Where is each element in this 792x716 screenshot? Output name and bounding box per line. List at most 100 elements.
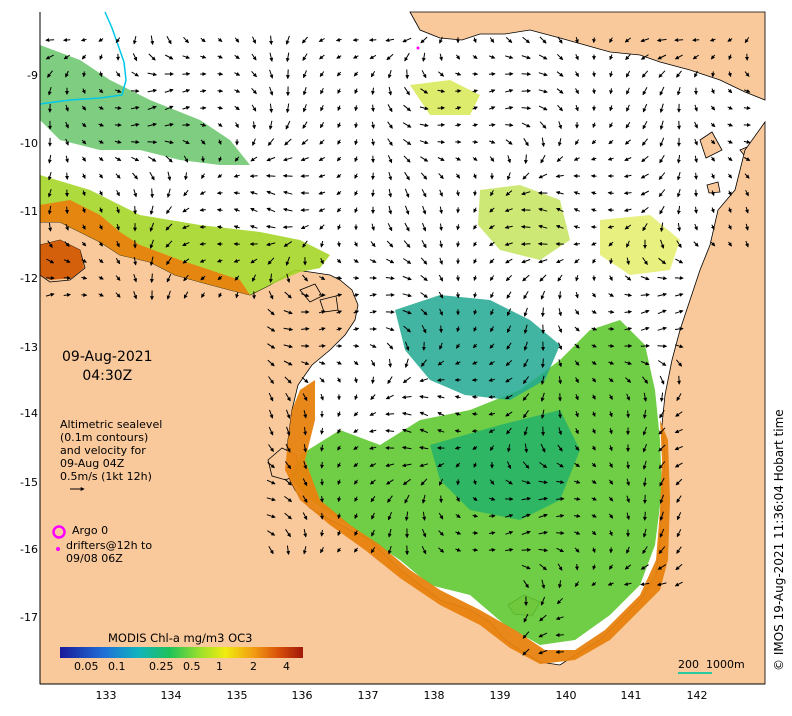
velocity-arrow	[659, 477, 665, 487]
velocity-arrow	[626, 87, 630, 95]
velocity-arrow	[405, 341, 410, 351]
velocity-arrow	[609, 37, 614, 43]
velocity-arrow	[674, 445, 683, 451]
velocity-arrow	[626, 410, 631, 419]
velocity-arrow	[439, 223, 443, 232]
velocity-arrow	[199, 207, 206, 212]
velocity-arrow	[267, 343, 276, 349]
velocity-arrow	[183, 291, 189, 299]
velocity-arrow	[249, 191, 258, 195]
velocity-arrow	[320, 427, 325, 435]
velocity-arrow	[439, 308, 443, 316]
velocity-arrow	[371, 104, 375, 112]
velocity-arrow	[301, 139, 309, 145]
velocity-arrow	[284, 478, 292, 486]
velocity-arrow	[302, 104, 307, 113]
velocity-arrow	[81, 105, 87, 111]
velocity-arrow	[538, 259, 548, 264]
velocity-arrow	[438, 547, 445, 553]
velocity-arrow	[438, 71, 445, 77]
velocity-arrow	[386, 258, 395, 264]
velocity-arrow	[624, 361, 632, 365]
velocity-arrow	[489, 258, 495, 264]
velocity-arrow	[591, 88, 596, 95]
velocity-arrow	[489, 241, 495, 247]
velocity-arrow	[369, 54, 377, 60]
velocity-arrow	[302, 478, 308, 487]
velocity-arrow	[522, 461, 530, 469]
velocity-arrow	[369, 344, 377, 348]
velocity-arrow	[505, 513, 514, 518]
velocity-arrow	[490, 326, 494, 333]
velocity-arrow	[114, 89, 122, 93]
velocity-arrow	[353, 445, 359, 450]
velocity-arrow	[166, 206, 172, 215]
velocity-arrow	[523, 426, 528, 436]
velocity-arrow	[318, 156, 325, 162]
velocity-arrow	[98, 258, 104, 264]
velocity-arrow	[282, 173, 293, 178]
velocity-arrow	[131, 122, 140, 127]
velocity-arrow	[420, 359, 427, 367]
velocity-arrow	[607, 581, 614, 586]
velocity-arrow	[538, 54, 548, 60]
velocity-arrow	[47, 86, 52, 96]
velocity-arrow	[439, 240, 443, 249]
velocity-arrow	[437, 140, 446, 144]
velocity-arrow	[385, 463, 395, 468]
velocity-arrow	[47, 188, 52, 198]
velocity-arrow	[727, 241, 732, 247]
velocity-arrow	[555, 174, 564, 179]
velocity-arrow	[98, 190, 103, 196]
velocity-arrow	[439, 206, 443, 215]
velocity-arrow	[626, 393, 630, 401]
velocity-arrow	[131, 71, 139, 77]
velocity-arrow	[642, 257, 648, 266]
velocity-arrow	[488, 224, 495, 230]
velocity-arrow	[523, 138, 529, 147]
velocity-arrow	[403, 325, 411, 333]
velocity-arrow	[659, 528, 665, 538]
altimetry-line: (0.1m contours)	[60, 431, 149, 444]
velocity-arrow	[558, 427, 563, 436]
velocity-arrow	[505, 88, 514, 93]
velocity-arrow	[607, 224, 614, 229]
velocity-arrow	[456, 224, 461, 231]
map-date-time: 09-Aug-2021 04:30Z	[62, 348, 153, 386]
velocity-arrow	[557, 104, 563, 112]
velocity-arrow	[540, 307, 545, 318]
velocity-arrow	[283, 241, 293, 247]
velocity-arrow	[657, 309, 667, 315]
velocity-arrow	[201, 292, 205, 298]
velocity-arrow	[676, 240, 682, 248]
altimetry-line: 0.5m/s (1kt 12h)	[60, 470, 152, 483]
altimetry-line: Altimetric sealevel	[60, 418, 163, 431]
velocity-arrow	[575, 88, 579, 95]
velocity-arrow	[302, 393, 308, 402]
velocity-arrow	[147, 88, 158, 93]
velocity-arrow	[369, 412, 377, 416]
lon-tick: 134	[160, 689, 182, 702]
velocity-arrow	[98, 292, 104, 297]
velocity-arrow	[557, 291, 562, 300]
velocity-arrow	[182, 88, 191, 93]
velocity-arrow	[592, 37, 597, 44]
velocity-arrow	[727, 37, 733, 42]
velocity-arrow	[556, 53, 564, 61]
velocity-arrow	[285, 35, 290, 45]
velocity-arrow	[694, 138, 698, 146]
velocity-arrow	[727, 156, 733, 162]
velocity-arrow	[591, 309, 597, 314]
velocity-arrow	[404, 358, 409, 368]
velocity-arrow	[387, 545, 392, 555]
velocity-arrow	[471, 428, 478, 433]
velocity-arrow	[98, 156, 104, 162]
velocity-arrow	[676, 546, 682, 554]
velocity-arrow	[371, 529, 375, 537]
velocity-arrow	[267, 530, 276, 536]
velocity-arrow	[63, 259, 71, 263]
velocity-arrow	[268, 546, 274, 555]
velocity-arrow	[301, 326, 310, 331]
velocity-arrow	[659, 86, 665, 96]
